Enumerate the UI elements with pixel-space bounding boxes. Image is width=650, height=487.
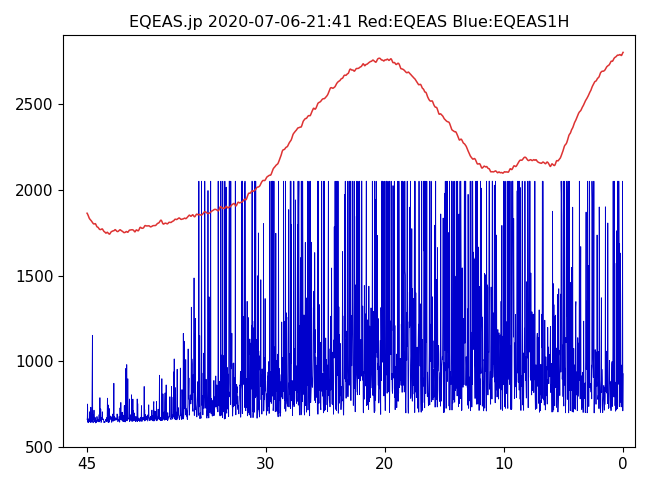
Title: EQEAS.jp 2020-07-06-21:41 Red:EQEAS Blue:EQEAS1H: EQEAS.jp 2020-07-06-21:41 Red:EQEAS Blue… [129, 15, 569, 30]
